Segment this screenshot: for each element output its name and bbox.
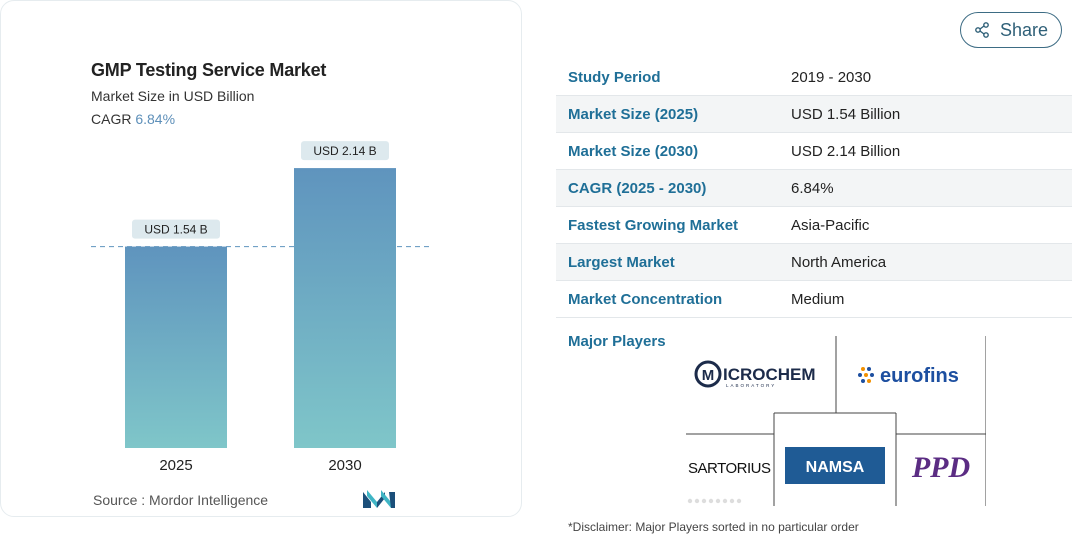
row-value: Asia-Pacific	[791, 216, 870, 234]
ppd-logo: PPD	[911, 451, 970, 484]
x-tick-label: 2030	[328, 457, 361, 474]
cagr-line: CAGR 6.84%	[91, 111, 175, 127]
eurofins-logo: eurofins	[858, 365, 959, 387]
svg-text:SARTORIUS: SARTORIUS	[688, 460, 771, 477]
table-row: Largest Market North America	[556, 244, 1072, 281]
row-key: Market Concentration	[568, 290, 723, 308]
table-row: Market Concentration Medium	[556, 281, 1072, 318]
row-key: Study Period	[568, 68, 661, 86]
cagr-value: 6.84%	[135, 111, 176, 127]
data-label: USD 1.54 B	[144, 223, 207, 237]
row-value: 2019 - 2030	[791, 68, 872, 86]
row-value: 6.84%	[791, 179, 834, 197]
svg-text:eurofins: eurofins	[880, 365, 959, 387]
svg-text:PPD: PPD	[911, 451, 970, 484]
bar-chart: USD 1.54 B 2025 USD 2.14 B 2030	[91, 141, 431, 474]
share-label: Share	[999, 19, 1049, 40]
row-value: USD 1.54 Billion	[791, 105, 901, 123]
row-key: CAGR (2025 - 2030)	[568, 179, 707, 197]
mordor-logo-icon	[363, 490, 395, 508]
row-value: North America	[791, 253, 887, 271]
row-key: Market Size (2030)	[568, 142, 699, 160]
table-row: Market Size (2030) USD 2.14 Billion	[556, 133, 1072, 170]
chart-card: GMP Testing Service Market Market Size i…	[0, 0, 522, 517]
microchem-logo: M ICROCHEM LABORATORY	[694, 360, 816, 388]
row-value: USD 2.14 Billion	[791, 142, 901, 160]
bar-2030	[294, 168, 396, 448]
data-label: USD 2.14 B	[313, 144, 376, 158]
x-tick-label: 2025	[159, 457, 192, 474]
data-label-bg	[132, 219, 220, 239]
bar-2025	[125, 246, 227, 448]
sartorius-logo: SARTORIUS	[687, 460, 771, 504]
row-key: Fastest Growing Market	[568, 216, 739, 234]
share-icon	[975, 22, 989, 38]
row-key: Largest Market	[568, 253, 675, 271]
chart-title: GMP Testing Service Market	[91, 60, 327, 80]
row-value: Medium	[791, 290, 845, 308]
svg-text:LABORATORY: LABORATORY	[726, 383, 776, 388]
share-button[interactable]: Share	[960, 12, 1062, 48]
svg-text:ICROCHEM: ICROCHEM	[723, 365, 816, 384]
table-row: Fastest Growing Market Asia-Pacific	[556, 207, 1072, 244]
row-key: Market Size (2025)	[568, 105, 699, 123]
svg-text:M: M	[702, 367, 715, 384]
source-text: Source : Mordor Intelligence	[93, 492, 269, 508]
table-row: CAGR (2025 - 2030) 6.84%	[556, 170, 1072, 207]
table-row: Study Period 2019 - 2030	[556, 59, 1072, 96]
disclaimer-text: *Disclaimer: Major Players sorted in no …	[568, 520, 859, 534]
major-players-logos: M ICROCHEM LABORATORY eurofins SARTORIUS…	[686, 336, 986, 506]
major-players-label: Major Players	[568, 333, 666, 350]
table-row: Market Size (2025) USD 1.54 Billion	[556, 96, 1072, 133]
eurofins-dots-icon	[858, 367, 874, 383]
svg-text:NAMSA: NAMSA	[806, 459, 865, 476]
chart-subtitle: Market Size in USD Billion	[91, 88, 255, 104]
namsa-logo: NAMSA	[785, 447, 885, 484]
market-info-table: Study Period 2019 - 2030 Market Size (20…	[556, 59, 1072, 318]
data-label-bg	[301, 141, 389, 161]
cagr-label: CAGR	[91, 111, 132, 127]
